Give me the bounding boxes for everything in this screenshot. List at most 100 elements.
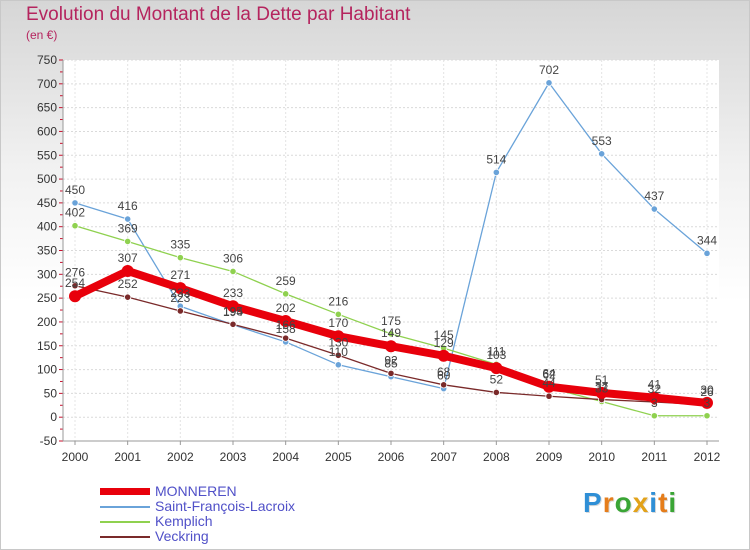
data-label: 194 xyxy=(223,305,243,319)
data-point xyxy=(334,361,342,369)
data-label: 92 xyxy=(384,353,398,367)
x-tick-label: 2006 xyxy=(378,450,405,464)
data-label: 202 xyxy=(276,301,296,315)
data-label: 514 xyxy=(486,152,506,166)
data-point xyxy=(227,300,239,313)
data-point xyxy=(334,351,342,359)
y-tick-label: 350 xyxy=(37,244,57,258)
legend-swatch xyxy=(100,506,150,508)
data-label: 129 xyxy=(434,336,454,350)
y-tick-label: 200 xyxy=(37,315,57,329)
data-label: 437 xyxy=(644,189,664,203)
data-point xyxy=(334,310,342,318)
legend-label: MONNEREN xyxy=(155,483,237,499)
data-point xyxy=(176,307,184,315)
logo-letter: x xyxy=(632,487,650,518)
data-label: 149 xyxy=(381,326,401,340)
data-label: 62 xyxy=(542,368,556,382)
data-label: 402 xyxy=(65,206,85,220)
data-label: 52 xyxy=(490,372,504,386)
data-label: 166 xyxy=(276,318,296,332)
data-point xyxy=(332,330,345,343)
y-tick-label: -50 xyxy=(40,434,58,448)
data-label: 110 xyxy=(329,345,348,359)
y-tick-label: 750 xyxy=(37,53,57,67)
data-point xyxy=(71,199,79,207)
data-label: 68 xyxy=(437,365,451,379)
data-point xyxy=(387,330,395,338)
y-tick-label: 700 xyxy=(37,77,57,91)
data-label: 103 xyxy=(486,348,506,362)
data-point xyxy=(545,392,553,400)
data-point xyxy=(121,264,134,277)
data-label: 306 xyxy=(223,251,243,265)
data-label: 51 xyxy=(595,373,609,387)
y-tick-label: 450 xyxy=(37,196,57,210)
logo-letter: o xyxy=(614,487,633,518)
data-point xyxy=(387,369,395,377)
legend-label: Veckring xyxy=(155,528,209,544)
x-tick-label: 2012 xyxy=(694,450,721,464)
data-label: 195 xyxy=(223,304,243,318)
data-label: 216 xyxy=(328,294,348,308)
x-tick-label: 2007 xyxy=(430,450,457,464)
data-point xyxy=(124,215,132,223)
data-label: 369 xyxy=(118,221,138,235)
data-point xyxy=(492,388,500,397)
y-tick-label: 150 xyxy=(37,339,57,353)
data-label: 416 xyxy=(118,199,138,213)
y-tick-label: 0 xyxy=(50,410,57,424)
data-label: 3 xyxy=(704,396,711,410)
data-point xyxy=(174,282,187,295)
data-label: 145 xyxy=(434,328,454,342)
data-point xyxy=(437,349,450,362)
data-point xyxy=(124,293,132,301)
y-tick-label: 600 xyxy=(37,124,57,138)
y-tick-label: 250 xyxy=(37,291,57,305)
data-label: 64 xyxy=(542,367,556,381)
legend-swatch xyxy=(100,536,150,538)
x-tick-label: 2004 xyxy=(272,450,299,464)
data-label: 344 xyxy=(697,233,717,247)
data-label: 170 xyxy=(328,316,348,330)
data-point xyxy=(176,254,184,262)
x-tick-label: 2002 xyxy=(167,450,194,464)
logo-letter: i xyxy=(668,487,678,518)
data-label: 158 xyxy=(276,322,296,336)
legend-label: Saint-François-Lacroix xyxy=(155,498,296,514)
data-point xyxy=(282,334,290,342)
data-point xyxy=(650,412,658,420)
data-point xyxy=(440,381,448,389)
data-point xyxy=(490,362,503,375)
data-label: 276 xyxy=(65,266,85,280)
data-label: 450 xyxy=(65,183,85,197)
y-tick-label: 550 xyxy=(37,148,57,162)
data-point xyxy=(650,205,658,213)
series-veckring xyxy=(71,282,711,409)
data-label: 60 xyxy=(437,369,451,383)
data-label: 30 xyxy=(700,383,714,397)
data-label: 3 xyxy=(651,396,658,410)
data-label: 44 xyxy=(542,376,556,390)
data-point xyxy=(595,386,608,399)
data-point xyxy=(703,249,711,257)
line-chart: -50 0 50 100 150 200 250 300 350 400 450 500 550 600 6… xyxy=(37,53,721,464)
data-point xyxy=(124,237,132,246)
y-tick-label: 650 xyxy=(37,101,57,115)
x-tick-label: 2011 xyxy=(641,450,667,464)
data-point xyxy=(71,282,79,290)
data-point xyxy=(543,380,555,393)
data-point xyxy=(229,267,237,276)
data-label: 233 xyxy=(170,286,190,300)
data-label: 259 xyxy=(276,274,296,288)
data-label: 32 xyxy=(648,382,662,396)
logo-letter: i xyxy=(649,487,659,518)
data-point xyxy=(492,168,500,176)
data-label: 85 xyxy=(384,357,398,371)
logo-letter: t xyxy=(658,487,669,518)
data-point xyxy=(71,222,79,230)
data-label: 271 xyxy=(170,268,190,282)
x-tick-label: 2003 xyxy=(220,450,247,464)
data-point xyxy=(701,396,713,409)
y-tick-label: 400 xyxy=(37,220,57,234)
